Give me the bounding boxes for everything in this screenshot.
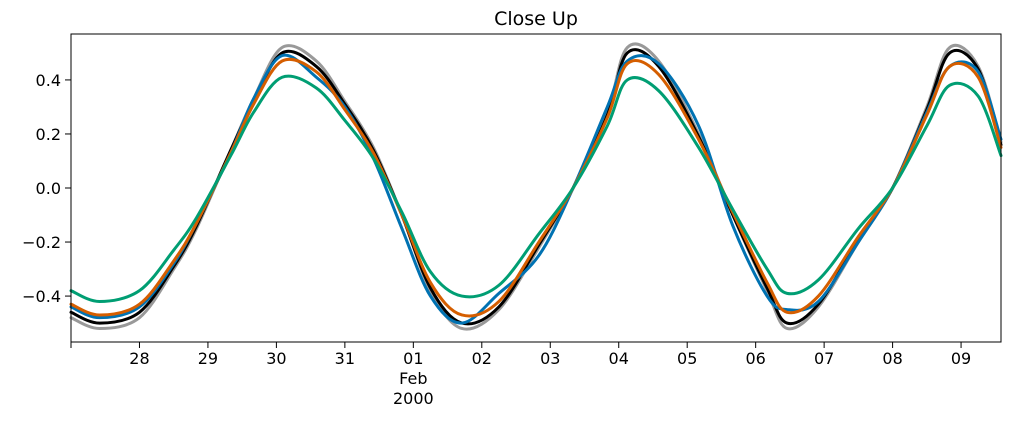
plot-frame [70, 33, 1002, 343]
series-line-0 [69, 42, 1003, 331]
y-tick-label: −0.2 [22, 233, 61, 252]
x-tick-year-label: 2000 [393, 389, 434, 408]
x-tick-label: 08 [882, 349, 902, 368]
y-axis: −0.4 −0.2 0.0 0.2 0.4 [22, 71, 71, 306]
chart-title: Close Up [494, 8, 578, 30]
series-line-1 [69, 48, 1003, 326]
x-tick-month-label: Feb [399, 369, 427, 388]
series-line-4 [69, 74, 1003, 303]
x-tick-label: 06 [745, 349, 765, 368]
y-tick-label: 0.0 [36, 179, 61, 198]
x-tick-label: 02 [472, 349, 492, 368]
x-tick-label: 04 [609, 349, 629, 368]
y-tick-label: 0.4 [36, 71, 61, 90]
x-tick-label: 28 [129, 349, 149, 368]
x-tick-label: 07 [814, 349, 834, 368]
x-tick-label: 29 [198, 349, 218, 368]
x-tick-label: 30 [266, 349, 286, 368]
series-line-2 [69, 53, 1003, 325]
x-tick-label: 03 [540, 349, 560, 368]
x-tick-label: 09 [951, 349, 971, 368]
y-tick-label: 0.2 [36, 125, 61, 144]
x-tick-label: 01 [403, 349, 423, 368]
series-line-3 [69, 57, 1003, 318]
x-tick-label: 31 [335, 349, 355, 368]
y-tick-label: −0.4 [22, 287, 61, 306]
series-layer [69, 42, 1003, 331]
x-tick-label: 05 [677, 349, 697, 368]
plot-area [69, 33, 1003, 343]
